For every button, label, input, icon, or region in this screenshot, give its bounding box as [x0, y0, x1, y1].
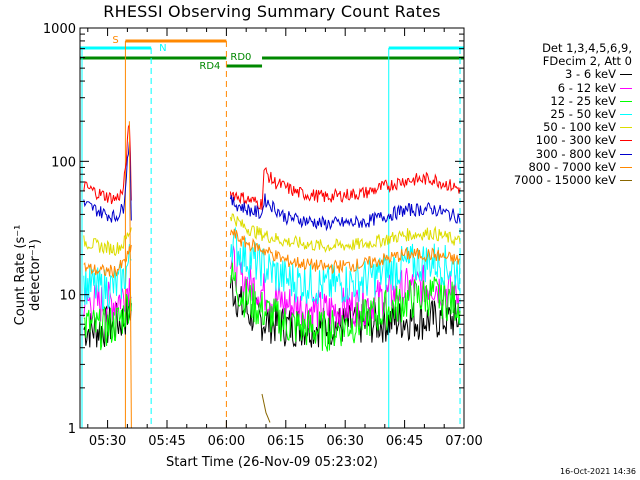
series-line-2 — [83, 292, 132, 351]
legend-entry: 100 - 300 keV — [514, 134, 632, 147]
legend-entry-label: 800 - 7000 keV — [528, 159, 616, 174]
legend-swatch — [620, 127, 632, 129]
y-tick-label: 1 — [68, 422, 76, 437]
x-tick-label: 06:30 — [326, 434, 363, 449]
legend-swatch — [620, 180, 632, 182]
y-tick-label: 10 — [59, 289, 76, 304]
legend: Det 1,3,4,5,6,9, FDecim 2, Att 0 3 - 6 k… — [513, 41, 632, 188]
legend-swatch — [620, 100, 632, 102]
legend-swatch — [620, 153, 632, 155]
plot-axes: 1 10 100 1000 05:30 05:45 06:00 06:15 06:30 06:45… — [43, 22, 483, 449]
series-line-6 — [229, 193, 461, 232]
legend-entry: 300 - 800 keV — [514, 146, 632, 161]
x-tick-label: 05:30 — [89, 434, 126, 449]
legend-entry: 3 - 6 keV — [514, 68, 632, 81]
series-line-1 — [229, 245, 461, 330]
series-line-6 — [83, 141, 132, 223]
series-line-5 — [83, 124, 132, 205]
series-spike — [128, 121, 132, 429]
legend-swatch — [620, 140, 632, 142]
series-line-3 — [229, 226, 461, 304]
x-tick-label: 06:15 — [267, 434, 304, 449]
y-tick-label: 1000 — [43, 22, 76, 37]
legend-entry-label: 6 - 12 keV — [557, 80, 616, 95]
legend-entry-label: 12 - 25 keV — [550, 93, 616, 108]
series-lines — [83, 121, 461, 429]
legend-entry: 7000 - 15000 keV — [513, 173, 632, 188]
series-line-7 — [229, 228, 461, 275]
legend-entry-label: 300 - 800 keV — [535, 146, 616, 161]
flag-label-rd0: RD0 — [230, 52, 251, 63]
timestamp: 16-Oct-2021 14:36 — [560, 467, 636, 476]
x-axis-label: Start Time (26-Nov-09 05:23:02) — [166, 455, 378, 470]
series-line-2 — [229, 261, 461, 352]
legend-header-1: Det 1,3,4,5,6,9, — [542, 41, 632, 55]
series-line-3 — [83, 244, 132, 310]
x-tick-label: 06:00 — [208, 434, 245, 449]
series-line-7 — [83, 244, 132, 278]
legend-swatch — [620, 114, 632, 116]
series-line-4 — [83, 227, 132, 257]
series-line-4 — [229, 213, 461, 254]
series-line-0 — [83, 295, 132, 348]
legend-entry-label: 3 - 6 keV — [565, 67, 616, 82]
chart-title: RHESSI Observing Summary Count Rates — [103, 2, 441, 21]
legend-entry: 6 - 12 keV — [514, 80, 632, 95]
legend-entry-label: 25 - 50 keV — [550, 107, 616, 122]
flag-label-s: S — [112, 35, 118, 46]
legend-swatch — [620, 87, 632, 89]
series-line-5 — [229, 166, 461, 211]
plot-frame — [79, 27, 465, 429]
y-tick-label: 100 — [51, 155, 76, 170]
x-tick-label: 06:45 — [386, 434, 423, 449]
x-tick-label: 07:00 — [445, 434, 482, 449]
legend-entry-label: 50 - 100 keV — [543, 120, 616, 135]
series-line-8 — [261, 393, 271, 423]
legend-entry-label: 7000 - 15000 keV — [513, 173, 616, 188]
flag-label-rd4: RD4 — [199, 61, 220, 72]
legend-swatch — [620, 74, 632, 76]
legend-entry: 12 - 25 keV — [514, 93, 632, 108]
legend-header-2: FDecim 2, Att 0 — [542, 54, 632, 69]
y-axis-label: Count Rate (s⁻¹ detector⁻¹) — [13, 224, 43, 326]
legend-entry-label: 100 - 300 keV — [535, 133, 616, 148]
legend-entry: 800 - 7000 keV — [514, 159, 632, 174]
legend-swatch — [620, 166, 632, 168]
attenuator-flags: S N RD0 RD4 — [80, 35, 464, 428]
legend-entry: 25 - 50 keV — [514, 107, 632, 122]
flag-label-n: N — [159, 43, 166, 54]
legend-entry: 50 - 100 keV — [514, 121, 632, 134]
x-tick-label: 05:45 — [148, 434, 185, 449]
